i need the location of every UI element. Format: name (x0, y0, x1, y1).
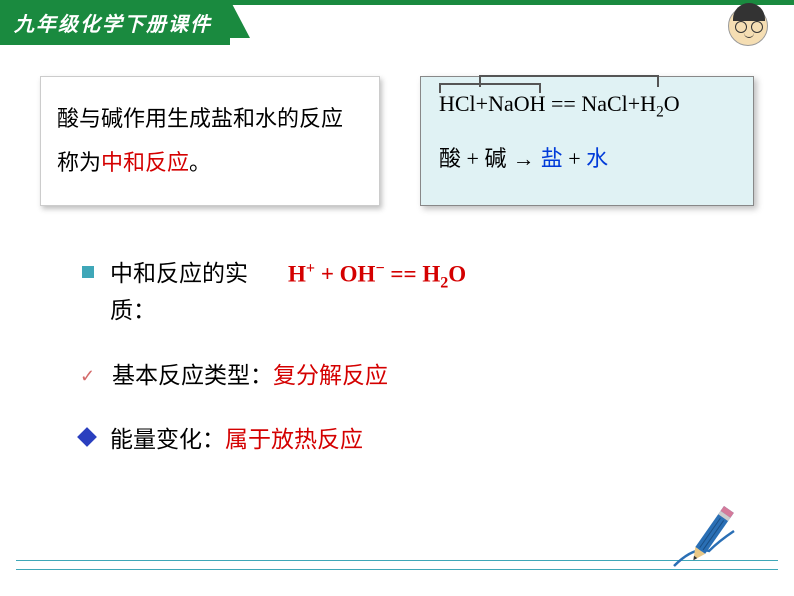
energy-value: 属于放热反应 (225, 427, 363, 452)
square-bullet-icon (80, 264, 96, 280)
definition-keyword: 中和反应 (101, 150, 189, 175)
equation-box: HCl+NaOH == NaCl+H2O 酸 + 碱 → 盐 + 水 (420, 76, 754, 206)
definition-suffix: 。 (189, 150, 211, 175)
word-acid: 酸 (439, 146, 461, 171)
slide-content: 酸与碱作用生成盐和水的反应称为中和反应。 HCl+NaOH == NaCl+H2… (0, 48, 794, 459)
arrow-icon: → (506, 146, 540, 171)
word-equation: 酸 + 碱 → 盐 + 水 (439, 141, 735, 173)
word-base: 碱 (484, 146, 506, 171)
word-water: 水 (586, 146, 608, 171)
type-row: ✓ 基本反应类型：复分解反应 (80, 358, 754, 395)
top-boxes-row: 酸与碱作用生成盐和水的反应称为中和反应。 HCl+NaOH == NaCl+H2… (40, 76, 754, 206)
chemical-equation: HCl+NaOH == NaCl+H2O (439, 91, 735, 121)
plus-1: + (461, 146, 484, 171)
energy-label: 能量变化： (110, 427, 225, 452)
avatar-icon (724, 2, 772, 50)
check-bullet-icon: ✓ (80, 362, 96, 391)
header-bar: 九年级化学下册课件 (0, 0, 794, 48)
diamond-bullet-icon (77, 427, 97, 447)
essence-equation: H+ + OH− == H2O (288, 256, 466, 296)
slide-title: 九年级化学下册课件 (0, 0, 230, 45)
plus-2: + (563, 146, 586, 171)
bullet-list: 中和反应的实质： H+ + OH− == H2O ✓ 基本反应类型：复分解反应 … (40, 256, 754, 459)
word-salt: 盐 (541, 146, 563, 171)
definition-box: 酸与碱作用生成盐和水的反应称为中和反应。 (40, 76, 380, 206)
bracket-pair-2 (479, 75, 659, 87)
energy-row: 能量变化：属于放热反应 (80, 422, 754, 459)
type-value: 复分解反应 (273, 363, 388, 388)
essence-row: 中和反应的实质： H+ + OH− == H2O (80, 256, 754, 330)
pencil-icon (664, 496, 774, 586)
essence-label: 中和反应的实质： (110, 256, 270, 330)
type-label: 基本反应类型： (112, 363, 273, 388)
